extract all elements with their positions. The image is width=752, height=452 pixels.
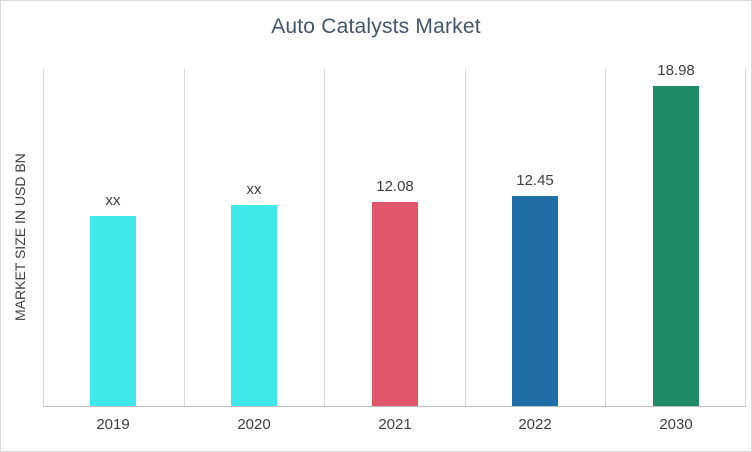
- x-tick-label-2020: 2020: [237, 416, 271, 433]
- x-axis: 2019 2020 2021 2022 2030: [43, 414, 746, 440]
- bar-value-label: xx: [105, 192, 121, 209]
- bar-2020: [231, 205, 277, 406]
- bar-value-label: 12.08: [376, 178, 414, 195]
- bar-2022: [512, 196, 558, 406]
- vertical-gridline: [605, 69, 606, 406]
- y-axis-label: MARKET SIZE IN USD BN: [12, 153, 28, 322]
- bar-value-label: 12.45: [516, 172, 554, 189]
- vertical-gridline: [745, 69, 746, 406]
- x-tick-label-2030: 2030: [659, 416, 693, 433]
- plot-area: xx xx 12.08 12.45 18.98: [43, 62, 746, 407]
- bar-2030: [653, 86, 699, 406]
- bar-2021: [372, 202, 418, 406]
- chart-title: Auto Catalysts Market: [271, 15, 481, 38]
- x-tick-label-2022: 2022: [518, 416, 552, 433]
- vertical-gridline: [184, 69, 185, 406]
- x-tick-label-2021: 2021: [378, 416, 412, 433]
- bar-value-label: xx: [246, 181, 262, 198]
- x-tick-label-2019: 2019: [96, 416, 130, 433]
- vertical-gridline: [324, 69, 325, 406]
- vertical-gridline: [43, 69, 44, 406]
- bar-value-label: 18.98: [657, 62, 695, 79]
- vertical-gridline: [465, 69, 466, 406]
- bar-2019: [90, 216, 136, 406]
